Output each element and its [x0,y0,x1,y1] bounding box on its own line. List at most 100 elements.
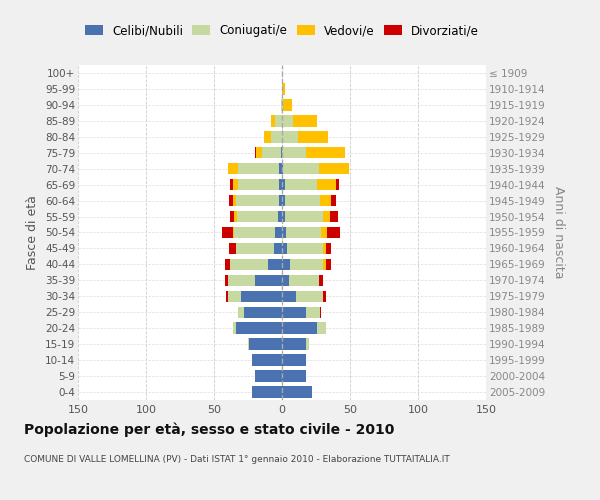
Bar [293,115,317,126]
Bar [252,354,282,366]
Bar [227,290,241,302]
Bar [337,179,339,190]
Bar [233,227,235,238]
Text: Maschi: Maschi [0,499,1,500]
Bar [233,195,236,206]
Bar [320,306,322,318]
Bar [236,195,279,206]
Bar [230,211,235,222]
Bar [222,227,233,238]
Bar [238,306,244,318]
Bar [282,131,298,142]
Bar [317,322,326,334]
Bar [279,163,282,174]
Bar [307,338,309,350]
Bar [230,258,268,270]
Bar [282,306,307,318]
Bar [229,195,233,206]
Bar [244,306,282,318]
Y-axis label: Anni di nascita: Anni di nascita [552,186,565,279]
Bar [265,131,271,142]
Bar [230,179,233,190]
Bar [298,131,328,142]
Bar [282,195,285,206]
Bar [282,386,312,398]
Bar [290,258,323,270]
Bar [286,227,322,238]
Bar [235,211,237,222]
Bar [282,274,289,286]
Bar [252,386,282,398]
Bar [282,147,307,158]
Bar [281,147,282,158]
Bar [327,227,340,238]
Bar [282,227,286,238]
Bar [255,370,282,382]
Bar [227,163,238,174]
Bar [282,242,287,254]
Bar [236,242,274,254]
Bar [282,83,285,94]
Bar [282,179,285,190]
Bar [268,258,282,270]
Bar [236,322,282,334]
Bar [289,274,319,286]
Bar [233,322,236,334]
Bar [323,258,326,270]
Bar [233,179,238,190]
Bar [237,211,278,222]
Bar [225,258,230,270]
Bar [227,274,255,286]
Bar [323,242,326,254]
Bar [225,274,227,286]
Bar [241,290,282,302]
Bar [320,195,331,206]
Bar [279,179,282,190]
Bar [255,147,256,158]
Bar [282,322,317,334]
Bar [279,195,282,206]
Bar [238,163,279,174]
Bar [296,290,323,302]
Bar [283,163,319,174]
Bar [281,99,282,110]
Bar [238,179,279,190]
Bar [282,99,283,110]
Bar [323,290,326,302]
Y-axis label: Fasce di età: Fasce di età [26,195,40,270]
Bar [282,211,285,222]
Bar [275,227,282,238]
Bar [282,258,290,270]
Bar [307,147,344,158]
Bar [274,242,282,254]
Bar [250,338,282,350]
Bar [287,242,323,254]
Bar [229,242,236,254]
Bar [323,211,329,222]
Text: Popolazione per età, sesso e stato civile - 2010: Popolazione per età, sesso e stato civil… [24,422,394,437]
Bar [322,227,327,238]
Bar [326,242,331,254]
Bar [282,370,307,382]
Bar [319,274,323,286]
Bar [331,195,337,206]
Bar [307,306,320,318]
Bar [319,163,349,174]
Bar [255,274,282,286]
Bar [326,258,331,270]
Bar [285,195,320,206]
Bar [329,211,338,222]
Bar [282,354,307,366]
Bar [271,131,282,142]
Text: COMUNE DI VALLE LOMELLINA (PV) - Dati ISTAT 1° gennaio 2010 - Elaborazione TUTTA: COMUNE DI VALLE LOMELLINA (PV) - Dati IS… [24,455,450,464]
Bar [275,115,282,126]
Bar [282,163,283,174]
Bar [256,147,262,158]
Bar [235,227,275,238]
Bar [248,338,250,350]
Bar [285,179,317,190]
Text: Femmine: Femmine [0,499,1,500]
Bar [282,338,307,350]
Bar [278,211,282,222]
Bar [317,179,337,190]
